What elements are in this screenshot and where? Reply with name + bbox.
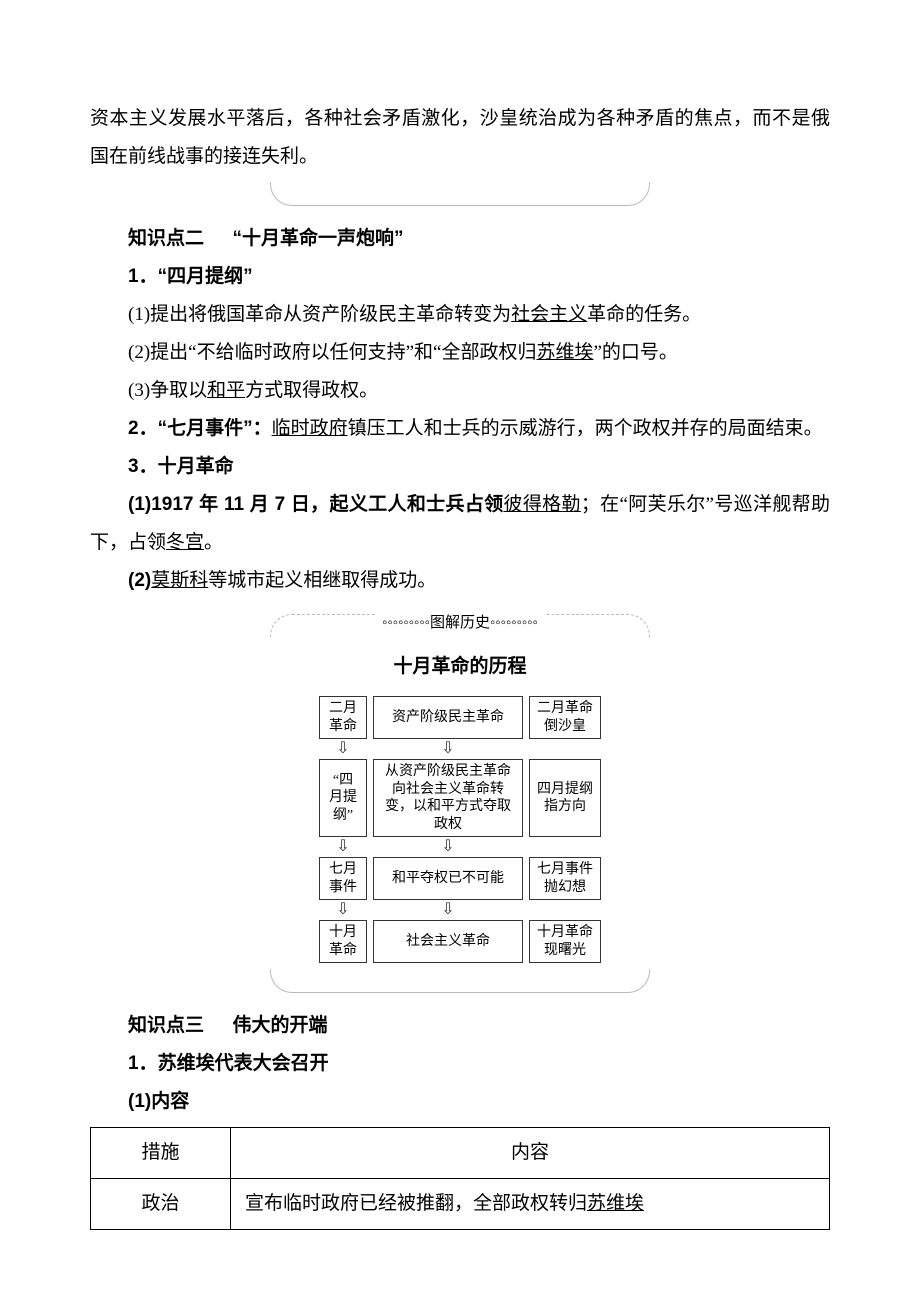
kp2-s1-2-a: (2)提出“不给临时政府以任何支持”和“全部政权归 xyxy=(128,342,536,363)
flow-row-2: 七月事件 和平夺权已不可能 七月事件抛幻想 xyxy=(319,857,601,900)
flow-arrow-1: ⇩ ⇩ xyxy=(319,837,601,857)
kp2-s2-u: 临时政府 xyxy=(272,418,348,439)
table-r1-c2-a: 宣布临时政府已经被推翻，全部政权转归 xyxy=(245,1193,587,1214)
kp3-s1-sub: (1)内容 xyxy=(90,1083,830,1121)
flow-r2-left: 七月事件 xyxy=(319,857,367,900)
kp2-s1-2: (2)提出“不给临时政府以任何支持”和“全部政权归苏维埃”的口号。 xyxy=(90,334,830,372)
flowchart-grid: 二月革命 资产阶级民主革命 二月革命倒沙皇 ⇩ ⇩ “四月提纲” 从资产阶级民主… xyxy=(319,696,601,963)
kp2-s1-3-b: 方式取得政权。 xyxy=(245,380,378,401)
kp2-heading-title xyxy=(209,228,228,249)
decor-bracket-bottom-1 xyxy=(270,182,650,206)
kp2-s3-title-text: 3．十月革命 xyxy=(128,456,234,477)
kp2-s2-b: 镇压工人和士兵的示威游行，两个政权并存的局面结束。 xyxy=(348,418,823,439)
flow-r1-mid: 从资产阶级民主革命向社会主义革命转变，以和平方式夺取政权 xyxy=(373,759,523,837)
flowchart-title: 十月革命的历程 xyxy=(90,648,830,686)
flowchart: 二月革命 资产阶级民主革命 二月革命倒沙皇 ⇩ ⇩ “四月提纲” 从资产阶级民主… xyxy=(90,696,830,963)
kp2-s1-title-text: 1．“四月提纲” xyxy=(128,266,253,287)
kp3-heading: 知识点三 伟大的开端 xyxy=(90,1007,830,1045)
arrow-down-icon: ⇩ xyxy=(319,837,367,857)
kp2-s3-2-b: 等城市起义相继取得成功。 xyxy=(208,570,436,591)
table-r1-c2: 宣布临时政府已经被推翻，全部政权转归苏维埃 xyxy=(231,1179,830,1230)
table-row: 政治 宣布临时政府已经被推翻，全部政权转归苏维埃 xyxy=(91,1179,830,1230)
table-header-0: 措施 xyxy=(91,1128,231,1179)
kp2-s3-1-u2: 冬宫 xyxy=(166,532,204,553)
intro-paragraph: 资本主义发展水平落后，各种社会矛盾激化，沙皇统治成为各种矛盾的焦点，而不是俄国在… xyxy=(90,100,830,176)
flow-r3-left: 十月革命 xyxy=(319,920,367,963)
kp2-s3-1-u1: 彼得格勒 xyxy=(503,494,580,515)
decor-bracket-bottom-2 xyxy=(270,969,650,993)
kp2-s1-3-u: 和平 xyxy=(207,380,245,401)
flow-r1-right: 四月提纲指方向 xyxy=(529,759,601,837)
kp2-s3-2-a: (2) xyxy=(128,570,151,591)
kp2-s1-1-u: 社会主义 xyxy=(511,304,587,325)
flow-r2-mid: 和平夺权已不可能 xyxy=(373,857,523,900)
arrow-down-icon: ⇩ xyxy=(373,900,523,920)
flow-r0-mid: 资产阶级民主革命 xyxy=(373,696,523,739)
flow-r2-right: 七月事件抛幻想 xyxy=(529,857,601,900)
kp2-s3-1-a: (1)1917 年 11 月 7 日，起义工人和士兵占领 xyxy=(128,494,503,515)
kp3-s1-title: 1．苏维埃代表大会召开 xyxy=(90,1045,830,1083)
arrow-down-icon: ⇩ xyxy=(373,739,523,759)
kp3-heading-title: 伟大的开端 xyxy=(233,1015,328,1036)
arrow-down-icon: ⇩ xyxy=(373,837,523,857)
kp2-s3-2-u: 莫斯科 xyxy=(151,570,208,591)
flow-r3-right: 十月革命现曙光 xyxy=(529,920,601,963)
kp2-s1-1-a: (1)提出将俄国革命从资产阶级民主革命转变为 xyxy=(128,304,511,325)
flow-row-1: “四月提纲” 从资产阶级民主革命向社会主义革命转变，以和平方式夺取政权 四月提纲… xyxy=(319,759,601,837)
arrow-down-icon: ⇩ xyxy=(319,739,367,759)
decor-bracket-top: ◦◦◦◦◦◦◦◦◦图解历史◦◦◦◦◦◦◦◦◦ xyxy=(270,614,650,638)
flow-row-0: 二月革命 资产阶级民主革命 二月革命倒沙皇 xyxy=(319,696,601,739)
kp2-heading-label: 知识点二 xyxy=(128,228,204,249)
kp2-s3-2: (2)莫斯科等城市起义相继取得成功。 xyxy=(90,562,830,600)
flow-row-3: 十月革命 社会主义革命 十月革命现曙光 xyxy=(319,920,601,963)
flow-arrow-2: ⇩ ⇩ xyxy=(319,900,601,920)
table-r1-c1: 政治 xyxy=(91,1179,231,1230)
kp3-s1-sub-text: (1)内容 xyxy=(128,1091,189,1112)
kp2-s2-title: 2．“七月事件”： xyxy=(128,418,272,439)
kp2-s2: 2．“七月事件”：临时政府镇压工人和士兵的示威游行，两个政权并存的局面结束。 xyxy=(90,410,830,448)
table-header-row: 措施 内容 xyxy=(91,1128,830,1179)
flow-r3-mid: 社会主义革命 xyxy=(373,920,523,963)
kp2-s1-1: (1)提出将俄国革命从资产阶级民主革命转变为社会主义革命的任务。 xyxy=(90,296,830,334)
kp2-s1-title: 1．“四月提纲” xyxy=(90,258,830,296)
kp2-s3-1: (1)1917 年 11 月 7 日，起义工人和士兵占领彼得格勒；在“阿芙乐尔”… xyxy=(90,486,830,562)
kp2-s1-3-a: (3)争取以 xyxy=(128,380,207,401)
arrow-down-icon: ⇩ xyxy=(319,900,367,920)
kp2-s1-1-b: 革命的任务。 xyxy=(587,304,701,325)
kp3-table: 措施 内容 政治 宣布临时政府已经被推翻，全部政权转归苏维埃 xyxy=(90,1127,830,1230)
kp2-s3-1-c: 。 xyxy=(204,532,223,553)
table-header-1: 内容 xyxy=(231,1128,830,1179)
flow-r0-right: 二月革命倒沙皇 xyxy=(529,696,601,739)
kp2-heading-title-text: “十月革命一声炮响” xyxy=(233,228,404,249)
kp3-heading-sep xyxy=(209,1015,228,1036)
flow-r0-left: 二月革命 xyxy=(319,696,367,739)
kp2-s1-3: (3)争取以和平方式取得政权。 xyxy=(90,372,830,410)
kp2-heading: 知识点二 “十月革命一声炮响” xyxy=(90,220,830,258)
kp3-s1-title-text: 1．苏维埃代表大会召开 xyxy=(128,1053,329,1074)
kp2-s1-2-b: ”的口号。 xyxy=(593,342,677,363)
flow-r1-left: “四月提纲” xyxy=(319,759,367,837)
kp2-s1-2-u: 苏维埃 xyxy=(536,342,593,363)
table-r1-c2-u: 苏维埃 xyxy=(587,1193,644,1214)
kp3-heading-label: 知识点三 xyxy=(128,1015,204,1036)
decor-label: ◦◦◦◦◦◦◦◦◦图解历史◦◦◦◦◦◦◦◦◦ xyxy=(376,614,544,631)
flow-arrow-0: ⇩ ⇩ xyxy=(319,739,601,759)
kp2-s3-title: 3．十月革命 xyxy=(90,448,830,486)
